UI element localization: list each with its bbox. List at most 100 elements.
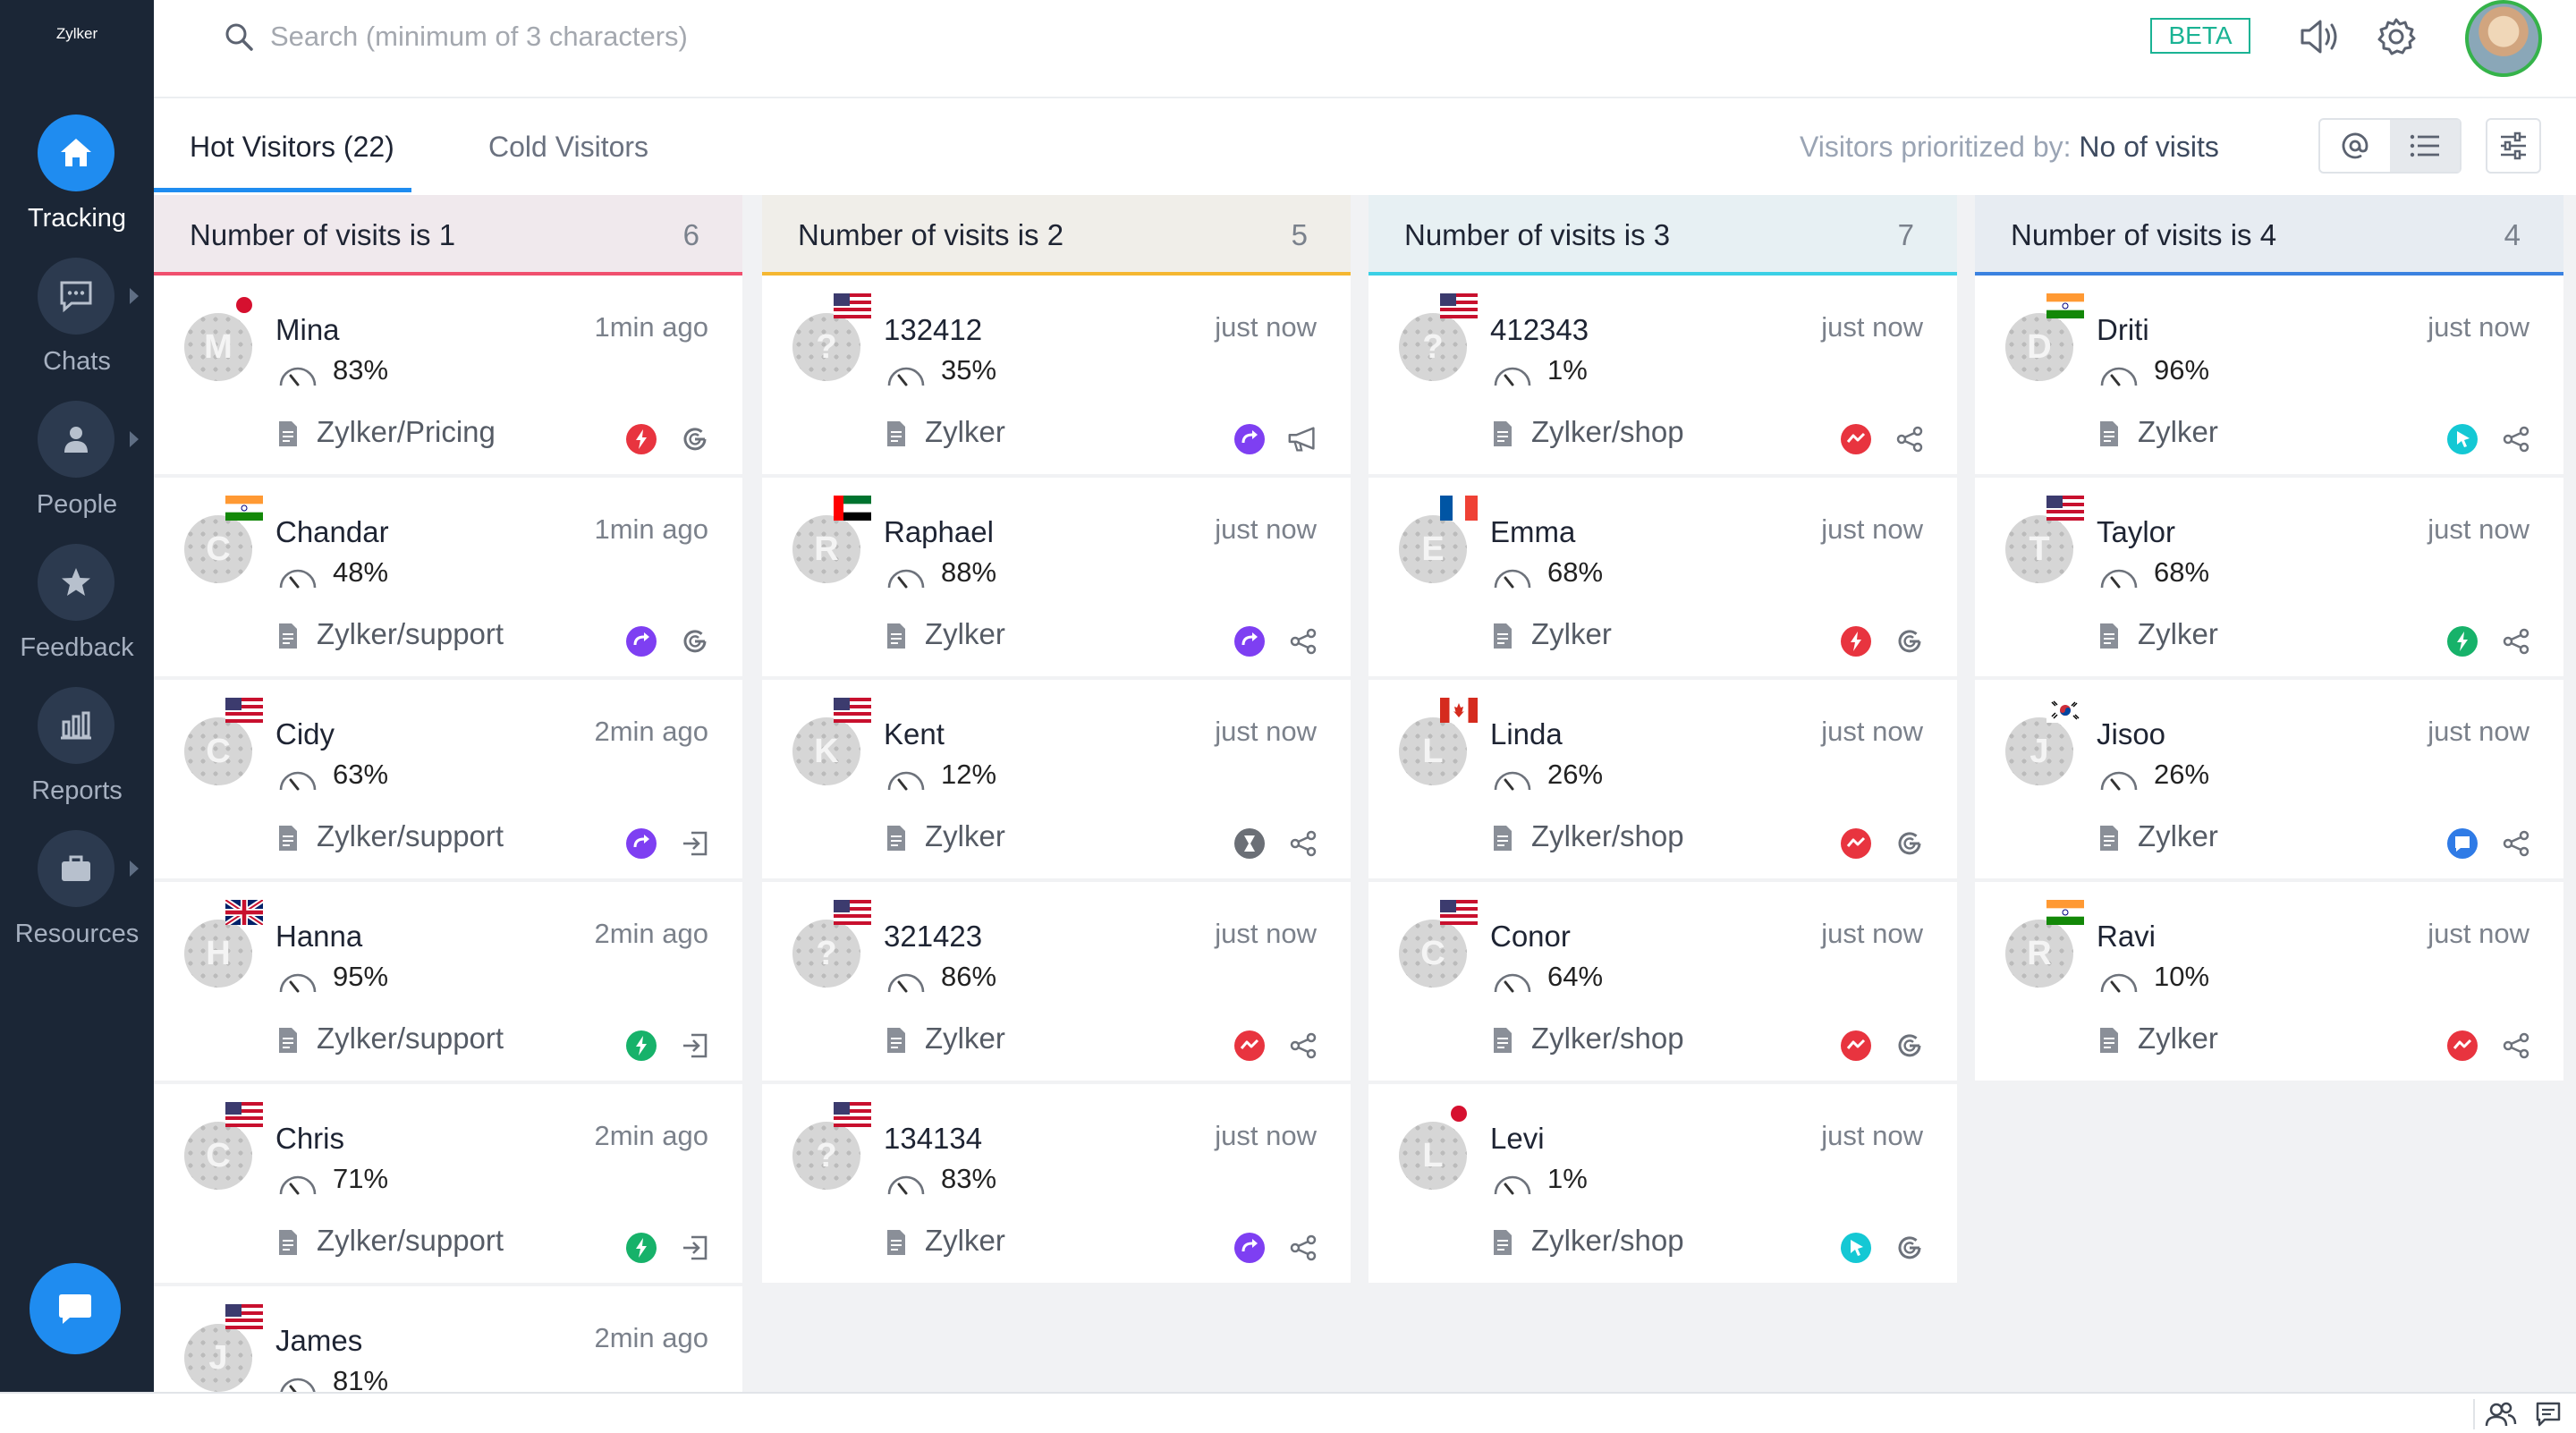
visit-time: just now [2428, 918, 2529, 949]
share-icon[interactable] [2499, 827, 2533, 861]
card-list: ? 132412 just now 35% Zylker R Raphael just now… [762, 276, 1351, 1286]
lead-score: 64% [1547, 961, 1604, 992]
visitor-column: Number of visits is 2 5? 132412 just now 35%… [762, 195, 1351, 1392]
nav-resources[interactable]: Resources [0, 830, 154, 973]
visitor-card[interactable]: J James 2min ago 81% [154, 1286, 742, 1392]
visitor-card[interactable]: M Mina 1min ago 83% Zylker/Pricing [154, 276, 742, 474]
visitor-card[interactable]: ? 412343 just now 1% Zylker/shop [1368, 276, 1957, 474]
share-icon[interactable] [1286, 624, 1320, 658]
messages-button[interactable] [2535, 1401, 2562, 1432]
visitor-card[interactable]: T Taylor just now 68% Zylker [1975, 478, 2563, 676]
login-icon[interactable] [678, 1231, 712, 1265]
visitor-card[interactable]: C Cidy 2min ago 63% Zylker/support [154, 680, 742, 878]
nav-tracking[interactable]: Tracking [0, 114, 154, 258]
list-view-button[interactable] [2390, 120, 2460, 172]
lead-score: 95% [333, 961, 389, 992]
search-input[interactable] [270, 14, 1075, 59]
nav-feedback[interactable]: Feedback [0, 544, 154, 687]
lead-score-gauge-icon [886, 767, 927, 797]
lead-score: 81% [333, 1365, 389, 1392]
share-icon[interactable] [2499, 624, 2533, 658]
user-avatar[interactable] [2465, 0, 2542, 77]
visit-time: just now [1215, 1120, 1317, 1151]
country-flag-us [834, 1102, 871, 1127]
visitor-card[interactable]: R Ravi just now 10% Zylker [1975, 882, 2563, 1081]
resources-expand-caret-icon[interactable] [130, 861, 139, 877]
filter-settings-button[interactable] [2486, 118, 2541, 174]
operators-button[interactable] [2485, 1401, 2517, 1432]
sound-toggle-button[interactable] [2297, 16, 2347, 62]
current-page: Zylker [925, 415, 1005, 448]
page-icon [2098, 420, 2120, 452]
google-icon[interactable] [678, 624, 712, 658]
share-icon[interactable] [1286, 1029, 1320, 1063]
page-icon [277, 1229, 299, 1260]
chats-expand-caret-icon[interactable] [130, 288, 139, 304]
visitor-card[interactable]: L Levi just now 1% Zylker/shop [1368, 1084, 1957, 1283]
mention-view-button[interactable] [2320, 120, 2390, 172]
page-icon [277, 420, 299, 452]
share-icon[interactable] [1286, 827, 1320, 861]
visitor-card[interactable]: E Emma just now 68% Zylker [1368, 478, 1957, 676]
open-chat-button[interactable] [30, 1263, 121, 1354]
column-title: Number of visits is 3 [1404, 218, 1671, 251]
people-expand-caret-icon[interactable] [130, 431, 139, 447]
page-icon [1492, 1027, 1513, 1058]
visitor-card[interactable]: ? 134134 just now 83% Zylker [762, 1084, 1351, 1283]
nav-tracking-label: Tracking [27, 204, 127, 233]
priority-indicator[interactable]: Visitors prioritized by: No of visits [1800, 131, 2219, 164]
lead-score: 26% [2154, 759, 2210, 790]
visitor-card[interactable]: J Jisoo just now 26% Zylker [1975, 680, 2563, 878]
visitor-avatar: R [2005, 920, 2073, 988]
visitor-card[interactable]: C Chandar 1min ago 48% Zylker/support [154, 478, 742, 676]
page-icon [886, 1027, 907, 1058]
column-header: Number of visits is 1 6 [154, 195, 742, 276]
visitor-name: Mina [275, 313, 340, 346]
visitor-card[interactable]: H Hanna 2min ago 95% Zylker/support [154, 882, 742, 1081]
visitor-name: 134134 [884, 1122, 983, 1155]
google-icon[interactable] [1893, 827, 1927, 861]
visitor-card[interactable]: ? 321423 just now 86% Zylker [762, 882, 1351, 1081]
visitor-card[interactable]: C Conor just now 64% Zylker/shop [1368, 882, 1957, 1081]
settings-button[interactable] [2376, 16, 2417, 62]
page-icon [277, 623, 299, 654]
message-icon [2536, 1402, 2561, 1427]
visitor-card[interactable]: R Raphael just now 88% Zylker [762, 478, 1351, 676]
visitor-card[interactable]: L Linda just now 26% Zylker/shop [1368, 680, 1957, 878]
purple-redirect-icon [1233, 422, 1267, 456]
login-icon[interactable] [678, 1029, 712, 1063]
visitor-card[interactable]: K Kent just now 12% Zylker [762, 680, 1351, 878]
google-icon[interactable] [1893, 1029, 1927, 1063]
visitor-name: Hanna [275, 920, 363, 953]
tab-cold-visitors[interactable]: Cold Visitors [488, 131, 649, 163]
nav-chats[interactable]: Chats [0, 258, 154, 401]
visit-time: 2min ago [594, 1322, 708, 1353]
visit-time: 1min ago [594, 513, 708, 545]
visit-time: just now [1821, 513, 1923, 545]
tab-hot-visitors[interactable]: Hot Visitors (22) [190, 131, 394, 163]
login-icon[interactable] [678, 827, 712, 861]
column-count: 6 [682, 218, 699, 251]
current-page: Zylker [2138, 415, 2218, 448]
share-icon[interactable] [2499, 422, 2533, 456]
google-icon[interactable] [1893, 624, 1927, 658]
visitor-avatar: ? [792, 1122, 860, 1190]
lead-score-gauge-icon [2098, 363, 2140, 393]
visitor-name: Emma [1490, 515, 1576, 548]
megaphone-icon[interactable] [1286, 422, 1320, 456]
google-icon[interactable] [1893, 1231, 1927, 1265]
visitor-avatar: T [2005, 515, 2073, 583]
visitor-avatar: E [1399, 515, 1467, 583]
google-icon[interactable] [678, 422, 712, 456]
share-icon[interactable] [1286, 1231, 1320, 1265]
visitor-card[interactable]: ? 132412 just now 35% Zylker [762, 276, 1351, 474]
visitor-name: Linda [1490, 717, 1563, 750]
share-icon[interactable] [1893, 422, 1927, 456]
nav-resources-label: Resources [14, 920, 140, 948]
nav-people[interactable]: People [0, 401, 154, 544]
visitor-card[interactable]: C Chris 2min ago 71% Zylker/support [154, 1084, 742, 1283]
visitor-card[interactable]: D Driti just now 96% Zylker [1975, 276, 2563, 474]
share-icon[interactable] [2499, 1029, 2533, 1063]
visit-time: just now [1215, 716, 1317, 747]
nav-reports[interactable]: Reports [0, 687, 154, 830]
